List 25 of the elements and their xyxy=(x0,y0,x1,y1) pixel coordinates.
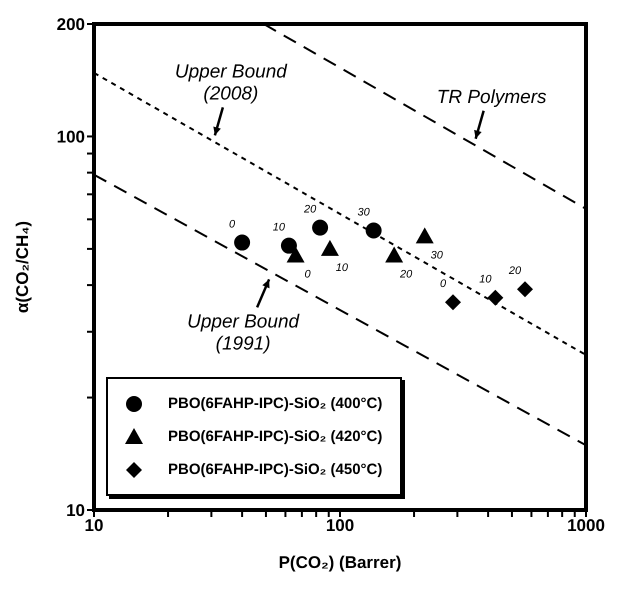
legend-label: PBO(6FAHP-IPC)-SiO₂ (420°C) xyxy=(168,428,382,445)
annotation: 20 xyxy=(302,204,318,216)
annotation: 20 xyxy=(508,265,522,278)
annotation: 0 xyxy=(229,218,236,231)
annotation: 0 xyxy=(304,268,312,281)
annotation: 10 xyxy=(479,274,492,286)
annotation: 10 xyxy=(336,262,349,274)
y-tick-label: 200 xyxy=(56,15,85,34)
annotation: 0 xyxy=(440,278,447,290)
annotation: Upper Bound (2008) xyxy=(174,61,288,104)
annotation: 30 xyxy=(358,206,371,219)
annotation: Upper Bound (1991) xyxy=(187,311,301,354)
legend-label: PBO(6FAHP-IPC)-SiO₂ (400°C) xyxy=(168,395,382,412)
annotation: 10 xyxy=(272,222,286,234)
annotation: TR Polymers xyxy=(436,86,548,108)
y-tick-label: 10 xyxy=(66,501,85,520)
y-axis-title: α(CO₂/CH₄) xyxy=(13,220,32,314)
x-axis-title: P(CO₂) (Barrer) xyxy=(278,553,402,572)
legend-label: PBO(6FAHP-IPC)-SiO₂ (450°C) xyxy=(168,461,382,478)
x-tick-label: 100 xyxy=(326,516,354,536)
x-tick-label: 1000 xyxy=(567,516,605,536)
y-tick-label: 100 xyxy=(56,127,85,146)
x-tick-label: 10 xyxy=(84,516,104,536)
annotation: 30 xyxy=(430,249,444,262)
annotation: 20 xyxy=(399,268,414,281)
